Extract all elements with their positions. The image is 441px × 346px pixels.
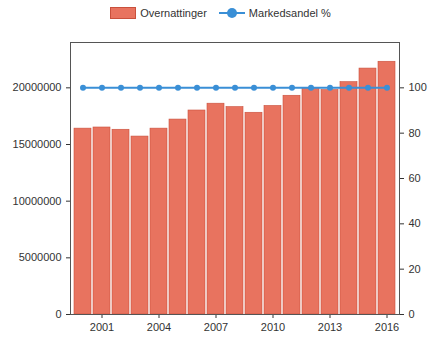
svg-text:2016: 2016 (375, 321, 399, 333)
svg-text:0: 0 (55, 308, 61, 320)
svg-text:20000000: 20000000 (13, 81, 62, 93)
svg-text:10000000: 10000000 (13, 195, 62, 207)
svg-text:20: 20 (409, 263, 421, 275)
html-text:Overnattinger: Overnattinger (140, 7, 207, 19)
svg-text:2001: 2001 (90, 321, 114, 333)
svg-text:0: 0 (409, 308, 415, 320)
svg-text:2007: 2007 (204, 321, 228, 333)
svg-text:15000000: 15000000 (13, 138, 62, 150)
svg-text:5000000: 5000000 (19, 251, 62, 263)
svg-text:2013: 2013 (318, 321, 342, 333)
svg-text:2004: 2004 (147, 321, 171, 333)
svg-text:100: 100 (409, 81, 427, 93)
svg-text:40: 40 (409, 217, 421, 229)
svg-text:60: 60 (409, 172, 421, 184)
svg-text:2010: 2010 (261, 321, 285, 333)
svg-text:80: 80 (409, 127, 421, 139)
html-text:Markedsandel %: Markedsandel % (248, 7, 331, 19)
